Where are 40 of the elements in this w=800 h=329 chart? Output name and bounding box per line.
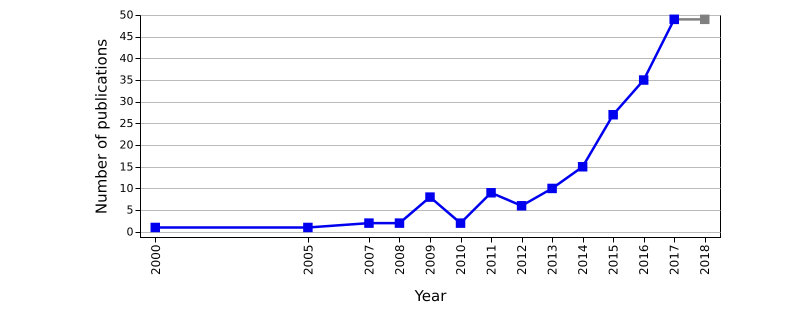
point xyxy=(303,222,313,232)
x-tick-label: 2018 xyxy=(698,244,712,276)
x-tick-label: 2014 xyxy=(576,244,590,276)
x-tick-label: 2008 xyxy=(392,244,407,276)
point xyxy=(700,14,710,24)
y-tick-label: 40 xyxy=(120,52,134,65)
point xyxy=(638,75,648,85)
x-tick-label: 2015 xyxy=(606,244,621,276)
y-tick-label: 35 xyxy=(120,74,134,87)
point xyxy=(364,218,374,228)
point xyxy=(456,218,466,228)
y-tick-label: 15 xyxy=(120,160,134,174)
point xyxy=(516,201,526,211)
x-tick-label: 2000 xyxy=(148,244,163,276)
x-tick-label: 2005 xyxy=(301,244,316,276)
point xyxy=(150,222,160,232)
y-tick-label: 50 xyxy=(120,8,134,22)
x-axis-title: Year xyxy=(414,287,448,306)
point xyxy=(608,110,618,120)
point xyxy=(486,188,496,198)
y-tick-label: 0 xyxy=(126,225,134,238)
point xyxy=(394,218,404,228)
x-tick-label: 2013 xyxy=(546,244,560,276)
x-tick-label: 2012 xyxy=(515,244,530,276)
x-tick-label: 2010 xyxy=(454,244,468,276)
x-tick-label: 2016 xyxy=(637,244,652,276)
y-tick-label: 25 xyxy=(120,116,134,130)
x-tick-label: 2017 xyxy=(668,244,682,276)
y-tick-label: 45 xyxy=(120,30,134,44)
x-tick-label: 2009 xyxy=(424,244,438,276)
y-tick-label: 20 xyxy=(120,138,134,152)
point xyxy=(425,192,435,202)
point xyxy=(578,162,588,172)
y-tick-label: 10 xyxy=(120,182,134,195)
y-tick-label: 5 xyxy=(126,204,134,217)
x-tick-label: 2007 xyxy=(362,244,376,276)
y-tick-label: 30 xyxy=(120,95,134,108)
x-tick-label: 2011 xyxy=(484,244,499,276)
point xyxy=(547,184,557,194)
y-axis-title: Number of publications xyxy=(92,38,111,214)
